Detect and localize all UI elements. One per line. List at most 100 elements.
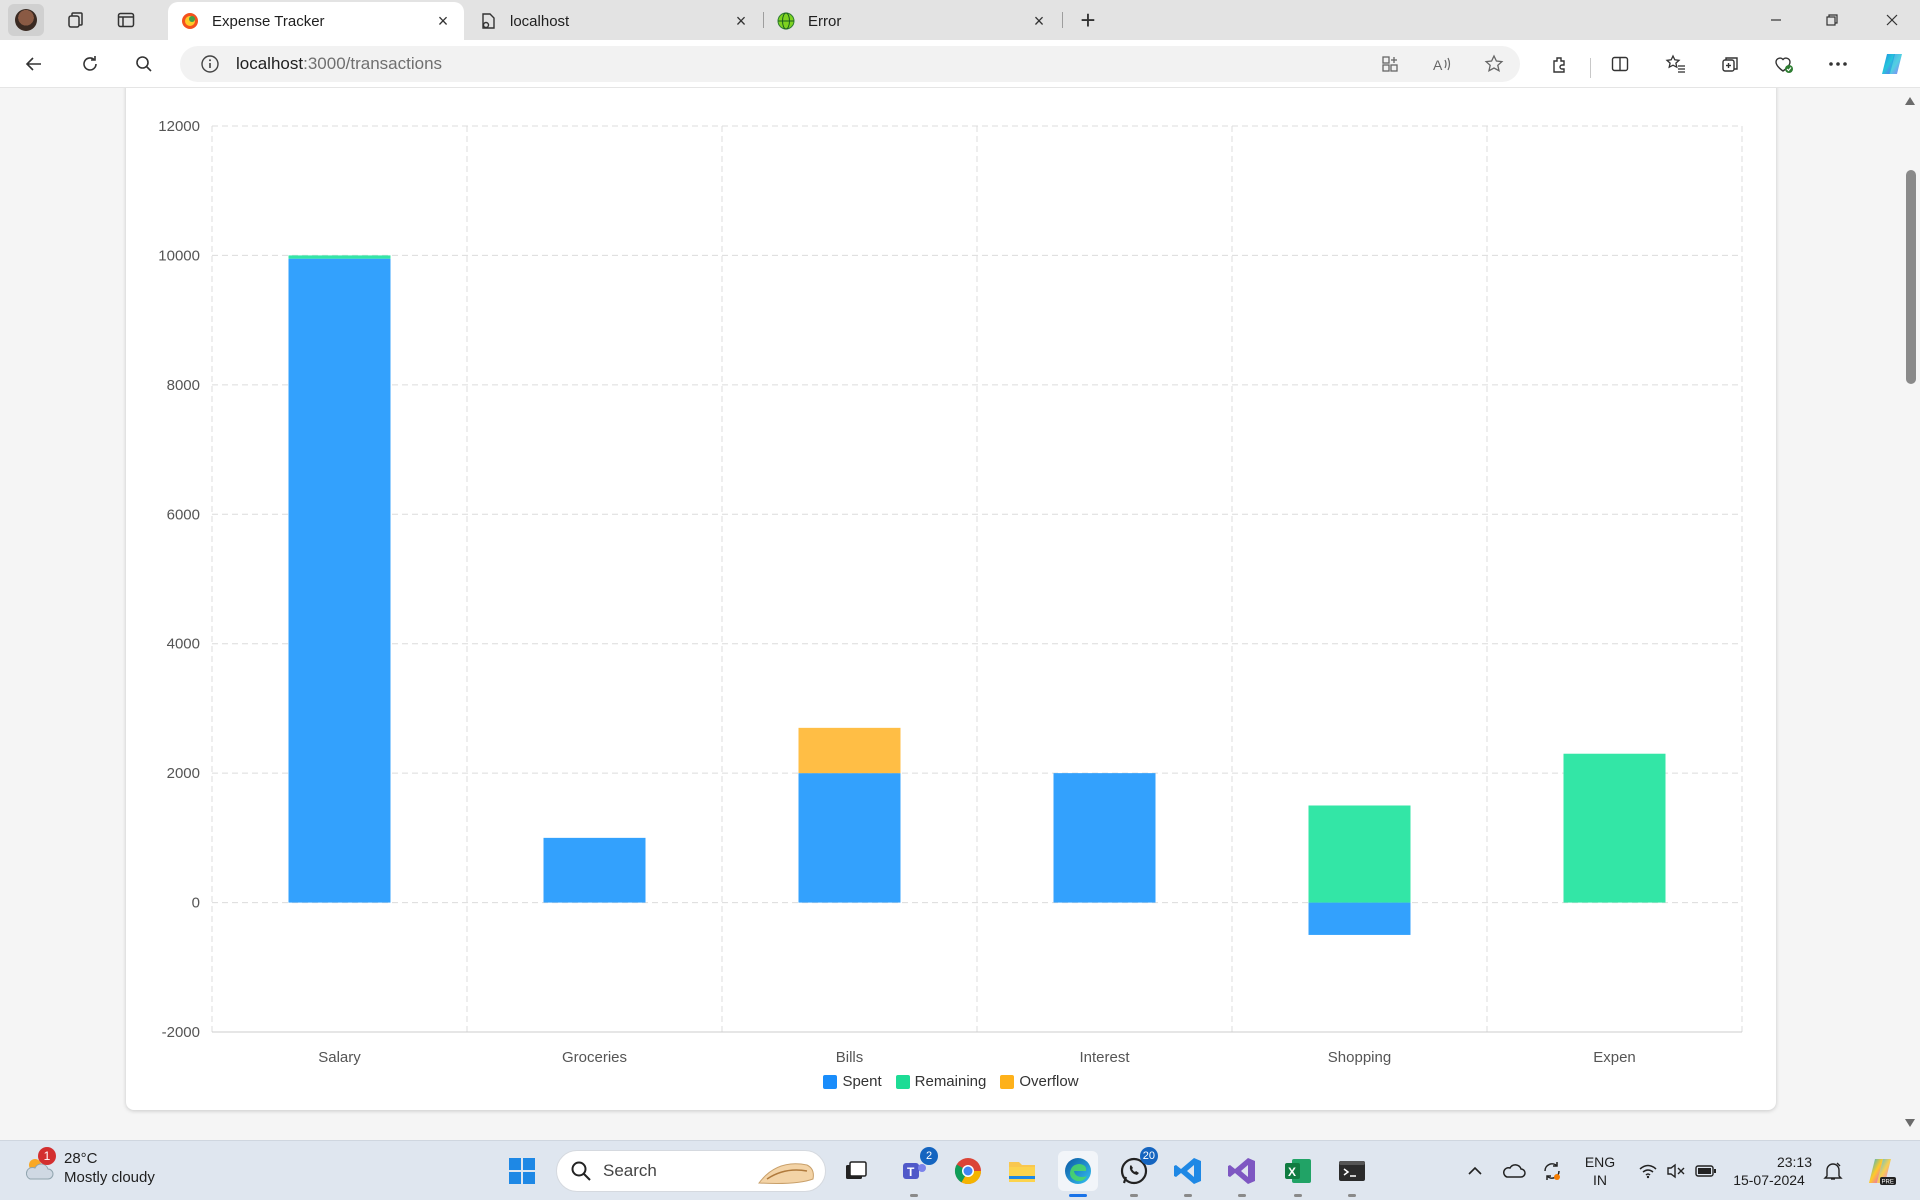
- tab-expense-tracker[interactable]: Expense Tracker ×: [168, 2, 464, 40]
- url-host: localhost: [236, 54, 304, 73]
- edge-app-icon[interactable]: [1058, 1151, 1098, 1197]
- scroll-down-arrow-icon[interactable]: [1904, 1118, 1916, 1128]
- copilot-icon[interactable]: [1874, 48, 1910, 80]
- app-available-icon[interactable]: [1372, 46, 1408, 82]
- extensions-icon[interactable]: [1542, 48, 1578, 80]
- excel-app-icon[interactable]: X: [1278, 1151, 1318, 1197]
- running-indicator: [1184, 1194, 1192, 1197]
- x-tick-label: Shopping: [1328, 1049, 1391, 1066]
- y-tick-label: -2000: [162, 1024, 200, 1041]
- wifi-icon[interactable]: [1634, 1141, 1662, 1201]
- whatsapp-app-icon[interactable]: 20: [1114, 1147, 1158, 1197]
- x-tick-label: Groceries: [562, 1049, 627, 1066]
- language-indicator[interactable]: ENG IN: [1572, 1141, 1628, 1201]
- file-explorer-icon[interactable]: [1002, 1151, 1042, 1191]
- profile-avatar[interactable]: [8, 4, 44, 36]
- chart-legend: Spent Remaining Overflow: [126, 1073, 1776, 1090]
- restore-button[interactable]: [1804, 0, 1860, 40]
- minimize-button[interactable]: [1748, 0, 1804, 40]
- split-screen-icon[interactable]: [1602, 48, 1638, 80]
- onedrive-cloud-icon[interactable]: [1498, 1141, 1530, 1201]
- y-tick-label: 8000: [167, 377, 200, 394]
- close-window-button[interactable]: [1864, 0, 1920, 40]
- svg-text:PRE: PRE: [1882, 1180, 1894, 1186]
- chart-card: 12000 10000 8000 6000 4000 2000 0 -2000 Salary Gr…: [126, 88, 1776, 1110]
- taskbar-search-placeholder: Search: [603, 1161, 657, 1180]
- bar-remaining-salary: [288, 255, 391, 259]
- weather-temperature: 28°C: [64, 1150, 98, 1167]
- address-bar[interactable]: localhost:3000/transactions A: [180, 46, 1520, 82]
- workspaces-icon[interactable]: [58, 4, 94, 36]
- legend-item-overflow[interactable]: Overflow: [1000, 1073, 1079, 1090]
- running-indicator: [910, 1194, 918, 1197]
- tab-error[interactable]: Error ×: [764, 2, 1060, 40]
- site-info-icon[interactable]: [200, 54, 220, 74]
- read-aloud-icon[interactable]: A: [1424, 46, 1460, 82]
- page-favicon-icon: [478, 11, 498, 31]
- copilot-preview-icon[interactable]: PRE: [1862, 1141, 1902, 1201]
- scroll-up-arrow-icon[interactable]: [1904, 96, 1916, 106]
- clock[interactable]: 23:13 15-07-2024: [1726, 1141, 1812, 1201]
- browser-essentials-icon[interactable]: [1766, 48, 1802, 80]
- weather-alert-badge: 1: [38, 1147, 56, 1165]
- notifications-icon[interactable]: [1818, 1141, 1848, 1201]
- terminal-app-icon[interactable]: [1332, 1151, 1372, 1197]
- close-tab-icon[interactable]: ×: [735, 10, 747, 31]
- battery-icon[interactable]: [1692, 1141, 1720, 1201]
- search-icon[interactable]: [128, 48, 160, 80]
- page-scrollbar[interactable]: [1900, 88, 1920, 1140]
- x-tick-label: Expen: [1593, 1049, 1636, 1066]
- visual-studio-app-icon[interactable]: [1222, 1151, 1262, 1197]
- volume-muted-icon[interactable]: [1662, 1141, 1690, 1201]
- tab-localhost[interactable]: localhost ×: [466, 2, 762, 40]
- y-tick-label: 4000: [167, 636, 200, 653]
- y-tick-label: 0: [192, 895, 200, 912]
- teams-app-icon[interactable]: T 2: [894, 1147, 938, 1197]
- clock-date: 15-07-2024: [1733, 1172, 1805, 1188]
- x-tick-label: Salary: [318, 1049, 361, 1066]
- favorites-icon[interactable]: [1658, 48, 1694, 80]
- bar-spent-groceries: [543, 837, 646, 903]
- legend-swatch-remaining: [895, 1074, 910, 1089]
- tab-separator: [1062, 12, 1063, 28]
- scrollbar-thumb[interactable]: [1906, 170, 1916, 384]
- legend-item-remaining[interactable]: Remaining: [895, 1073, 987, 1090]
- tab-label: localhost: [510, 12, 570, 30]
- url-text[interactable]: localhost:3000/transactions: [236, 54, 442, 74]
- weather-widget[interactable]: 1 28°C Mostly cloudy: [22, 1147, 155, 1187]
- refresh-button[interactable]: [74, 48, 106, 80]
- start-button[interactable]: [502, 1151, 542, 1191]
- tab-actions-icon[interactable]: [108, 4, 144, 36]
- tab-separator: [763, 12, 764, 28]
- legend-swatch-spent: [823, 1074, 838, 1089]
- globe-favicon-icon: [776, 11, 796, 31]
- close-tab-icon[interactable]: ×: [1033, 10, 1045, 31]
- sync-icon[interactable]: [1536, 1141, 1568, 1201]
- y-tick-label: 2000: [167, 765, 200, 782]
- show-hidden-icons-chevron-icon[interactable]: [1460, 1141, 1490, 1201]
- new-tab-button[interactable]: +: [1080, 4, 1096, 35]
- region-code: IN: [1593, 1172, 1607, 1188]
- vscode-app-icon[interactable]: [1168, 1151, 1208, 1197]
- taskbar-search[interactable]: Search: [556, 1150, 826, 1192]
- running-indicator: [1348, 1194, 1356, 1197]
- back-button[interactable]: [18, 48, 50, 80]
- task-view-icon[interactable]: [836, 1151, 876, 1191]
- tab-label: Expense Tracker: [212, 12, 325, 30]
- expense-tracker-favicon-icon: [180, 11, 200, 31]
- chrome-app-icon[interactable]: [948, 1151, 988, 1191]
- favorite-star-icon[interactable]: [1476, 46, 1512, 82]
- running-indicator: [1130, 1194, 1138, 1197]
- tab-label: Error: [808, 12, 842, 30]
- close-tab-icon[interactable]: ×: [437, 10, 449, 31]
- legend-item-spent[interactable]: Spent: [823, 1073, 882, 1090]
- bar-spent-salary: [288, 258, 391, 903]
- y-tick-label: 12000: [158, 118, 200, 135]
- active-indicator: [1069, 1194, 1087, 1197]
- toolbar-divider: [1590, 58, 1591, 78]
- collections-icon[interactable]: [1712, 48, 1748, 80]
- browser-title-bar: Expense Tracker × localhost × Error × +: [0, 0, 1920, 40]
- legend-label-remaining: Remaining: [914, 1073, 987, 1090]
- more-options-icon[interactable]: [1820, 48, 1856, 80]
- legend-swatch-overflow: [1000, 1074, 1015, 1089]
